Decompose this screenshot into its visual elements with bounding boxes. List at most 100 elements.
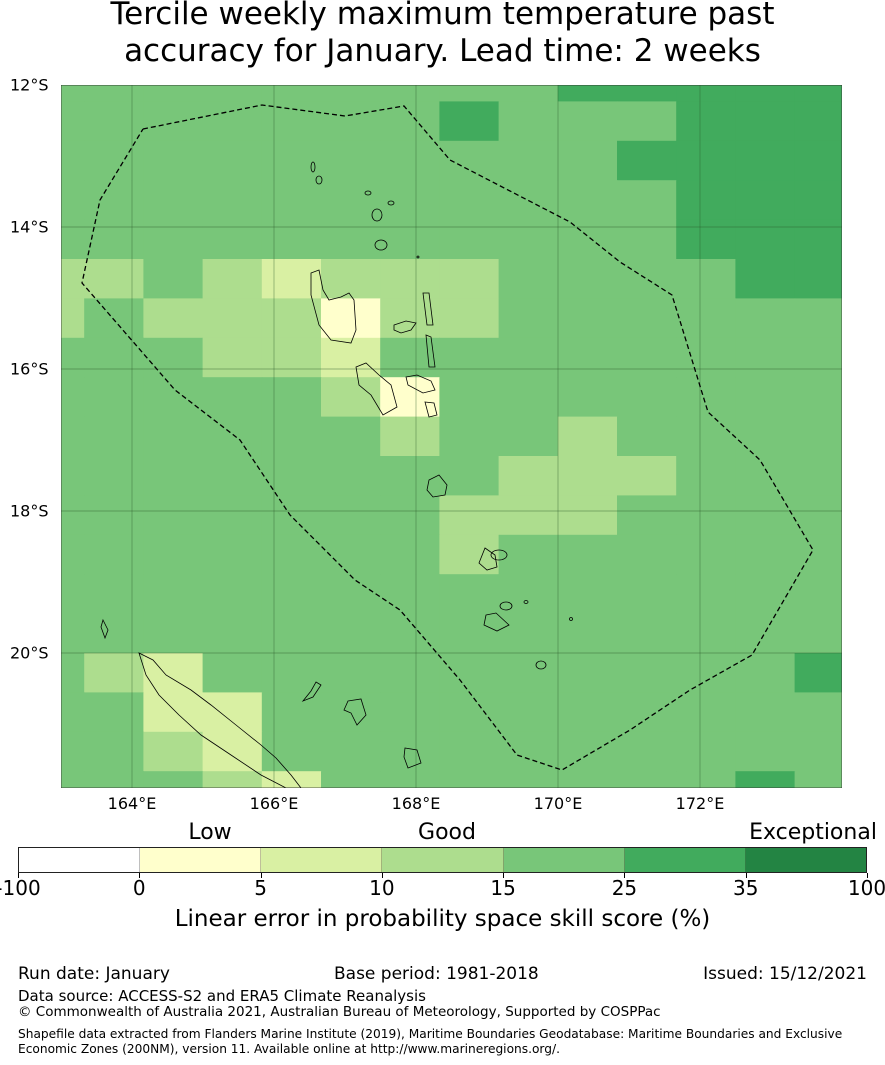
grid-cell [202, 495, 263, 536]
grid-cell [735, 692, 796, 733]
grid-cell [735, 259, 796, 299]
grid-cell [61, 180, 85, 221]
colorbar-tick-label: 5 [254, 876, 267, 900]
grid-cell [735, 495, 796, 536]
grid-cell [261, 101, 322, 142]
island-ambae [393, 320, 417, 334]
grid-cell [617, 574, 677, 615]
grid-cell [794, 298, 842, 339]
grid-cell [380, 771, 440, 788]
grid-cell [557, 377, 618, 418]
grid-cell [794, 85, 842, 102]
grid-cell [439, 731, 500, 772]
grid-cell [557, 771, 618, 788]
grid-cell [498, 456, 559, 496]
data-source: Data source: ACCESS-S2 and ERA5 Climate … [18, 987, 426, 1005]
grid-cell [84, 416, 144, 457]
grid-cell [735, 456, 796, 496]
grid-cell [143, 692, 204, 733]
colorbar-bin-2 [261, 848, 383, 872]
grid-cell [143, 85, 204, 102]
grid-cell [498, 771, 559, 788]
colorbar-tick-label: 35 [732, 876, 759, 900]
grid-cell [794, 613, 842, 654]
grid-cell [617, 771, 677, 788]
run-date: Run date: January [18, 964, 170, 984]
grid-cell [61, 140, 85, 181]
island-torres [310, 161, 316, 173]
grid-cell [321, 180, 381, 221]
grid-cell [321, 298, 381, 339]
grid-cell [557, 456, 618, 496]
grid-cell [143, 731, 204, 772]
grid-cell [617, 85, 677, 102]
title-line-2: accuracy for January. Lead time: 2 weeks [124, 33, 761, 69]
colorbar-axis-label: Linear error in probability space skill … [174, 906, 711, 932]
grid-cell [735, 613, 796, 654]
grid-cell [617, 416, 677, 457]
island-gaua [374, 239, 388, 251]
island-belep [100, 618, 109, 640]
grid-cell [261, 180, 322, 221]
grid-cell [202, 534, 263, 575]
grid-cell [321, 101, 381, 142]
grid-cell [61, 613, 85, 654]
grid-cell [617, 219, 677, 260]
grid-cell [202, 377, 263, 418]
grid-cell [676, 219, 736, 260]
grid-cell [321, 731, 381, 772]
grid-cell [261, 377, 322, 418]
grid-cell [261, 219, 322, 260]
grid-cell [794, 337, 842, 378]
copyright: © Commonwealth of Australia 2021, Austra… [18, 1004, 661, 1020]
grid-cell [735, 101, 796, 142]
eez-boundary [81, 104, 814, 771]
grid-cell [735, 771, 796, 788]
map-plot [61, 85, 842, 788]
grid-cell [143, 653, 204, 693]
grid-cell [202, 653, 263, 693]
grid-cell [84, 337, 144, 378]
grid-cell [498, 613, 559, 654]
grid-cell [321, 692, 381, 733]
lat-tick-16: 16°S [10, 359, 49, 379]
island-aniwa [490, 549, 508, 561]
island-malakula [355, 362, 398, 416]
grid-cell [380, 219, 440, 260]
grid-cell [617, 613, 677, 654]
grid-cell [617, 259, 677, 299]
grid-cell [498, 377, 559, 418]
grid-cell [84, 219, 144, 260]
grid-cell [617, 495, 677, 536]
colorbar-tick-label: 0 [132, 876, 146, 900]
grid-cell [321, 534, 381, 575]
grid-cell [557, 180, 618, 221]
grid-cell [735, 180, 796, 221]
title-line-1: Tercile weekly maximum temperature past [110, 0, 775, 32]
grid-cell [498, 140, 559, 181]
grid-cell [380, 416, 440, 457]
grid-cell [557, 101, 618, 142]
island-vanua-lava [371, 208, 383, 222]
grid-cell [261, 259, 322, 299]
grid-cell [735, 731, 796, 772]
grid-cell [202, 574, 263, 615]
grid-cell [202, 456, 263, 496]
grid-cell [84, 377, 144, 418]
grid-cell [143, 298, 204, 339]
grid-cell [617, 180, 677, 221]
grid-cell [143, 219, 204, 260]
grid-cell [321, 416, 381, 457]
grid-cell [380, 653, 440, 693]
grid-cell [617, 140, 677, 181]
grid-cell [794, 653, 842, 693]
lon-tick-166: 166°E [249, 794, 299, 813]
grid-cell [735, 653, 796, 693]
grid-cell [794, 259, 842, 299]
island-epi [424, 401, 438, 418]
grid-cell [676, 653, 736, 693]
grid-cell [676, 692, 736, 733]
shapefile-credit-line-1: Shapefile data extracted from Flanders M… [18, 1027, 843, 1041]
grid-cell [61, 259, 85, 299]
grid-cell [794, 180, 842, 221]
